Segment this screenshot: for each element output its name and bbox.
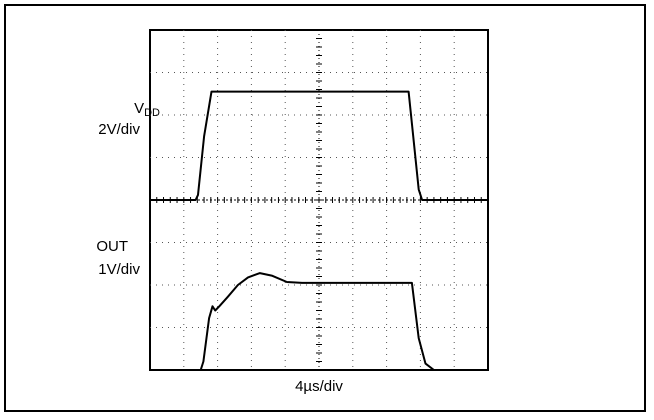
- vdd-label-main: V: [134, 100, 145, 117]
- vdd-label-subscript: DD: [144, 107, 160, 119]
- trace-vdd: [150, 90, 488, 201]
- out-scale-label: 1V/div: [98, 261, 140, 278]
- out-channel-label: OUT: [96, 238, 128, 255]
- vdd-channel-label: VDD: [90, 100, 160, 122]
- trace-out: [150, 272, 488, 371]
- vdd-scale-label: 2V/div: [98, 121, 140, 138]
- x-axis-label: 4µs/div: [295, 378, 343, 395]
